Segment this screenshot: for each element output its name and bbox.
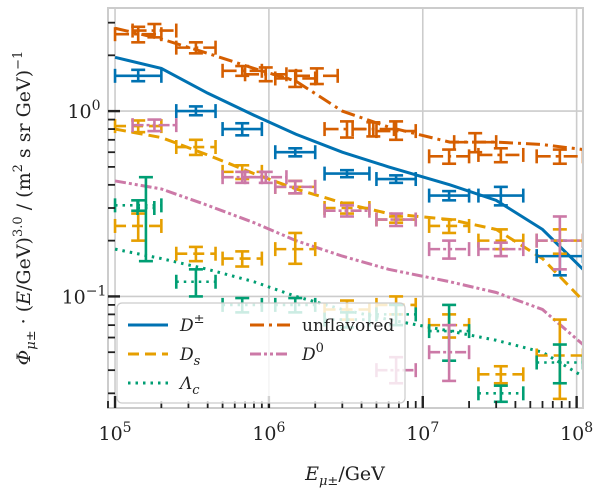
data-point: [294, 67, 340, 86]
axis-titles: Eμ±/GeV Φμ± · (E/GeV)3.0 / (m2 s sr GeV)−…: [11, 51, 385, 489]
data-point: [174, 268, 217, 298]
legend-label: D±: [179, 312, 205, 336]
data-point: [131, 22, 178, 39]
legend: D± unflavored Ds D0 Λc: [116, 302, 406, 404]
data-point: [221, 63, 264, 78]
data-point: [243, 170, 288, 185]
data-point: [427, 188, 471, 203]
y-axis-title: Φμ± · (E/GeV)3.0 / (m2 s sr GeV)−1: [11, 51, 39, 366]
series-line-5: [114, 179, 583, 346]
data-point: [477, 241, 525, 258]
data-point: [273, 231, 317, 266]
data-point: [477, 185, 525, 207]
data-point: [113, 68, 163, 83]
data-point: [221, 250, 264, 268]
data-point: [535, 215, 583, 271]
x-axis-title: Eμ±/GeV: [304, 463, 385, 489]
data-point: [323, 203, 371, 218]
data-point: [131, 118, 178, 133]
data-point: [243, 66, 288, 83]
data-point: [477, 146, 525, 164]
data-point: [351, 121, 396, 138]
data-point: [535, 148, 583, 166]
data-point: [535, 343, 583, 385]
x-tick-label: 107: [406, 420, 439, 445]
legend-label: unflavored: [302, 316, 394, 336]
legend-label: D0: [301, 341, 324, 365]
x-tick-label: 108: [560, 420, 593, 445]
y-tick-label: 10−1: [62, 283, 107, 308]
data-point: [452, 131, 498, 154]
data-point: [427, 239, 471, 260]
data-point: [323, 166, 371, 181]
data-point: [113, 212, 163, 242]
legend-label: Ds: [179, 345, 201, 369]
legend-label: Λc: [178, 374, 200, 398]
data-point: [174, 40, 217, 55]
data-point: [375, 172, 418, 187]
data-point: [174, 138, 217, 157]
y-tick-label: 100: [67, 98, 100, 123]
data-point: [174, 245, 217, 263]
x-tick-label: 106: [252, 420, 285, 445]
data-point: [427, 323, 471, 383]
data-point: [273, 145, 317, 160]
data-point: [221, 121, 264, 137]
data-point: [375, 212, 418, 228]
data-point: [375, 120, 418, 142]
data-point: [136, 175, 156, 263]
axes: 105 106 107 108 10−1 100: [62, 7, 593, 445]
data-point: [427, 218, 471, 235]
data-point: [273, 179, 317, 195]
x-tick-label: 105: [98, 420, 131, 445]
data-point: [174, 104, 217, 119]
series-line-1: [114, 55, 583, 271]
series-line-4: [114, 26, 583, 152]
data-point: [477, 364, 525, 385]
